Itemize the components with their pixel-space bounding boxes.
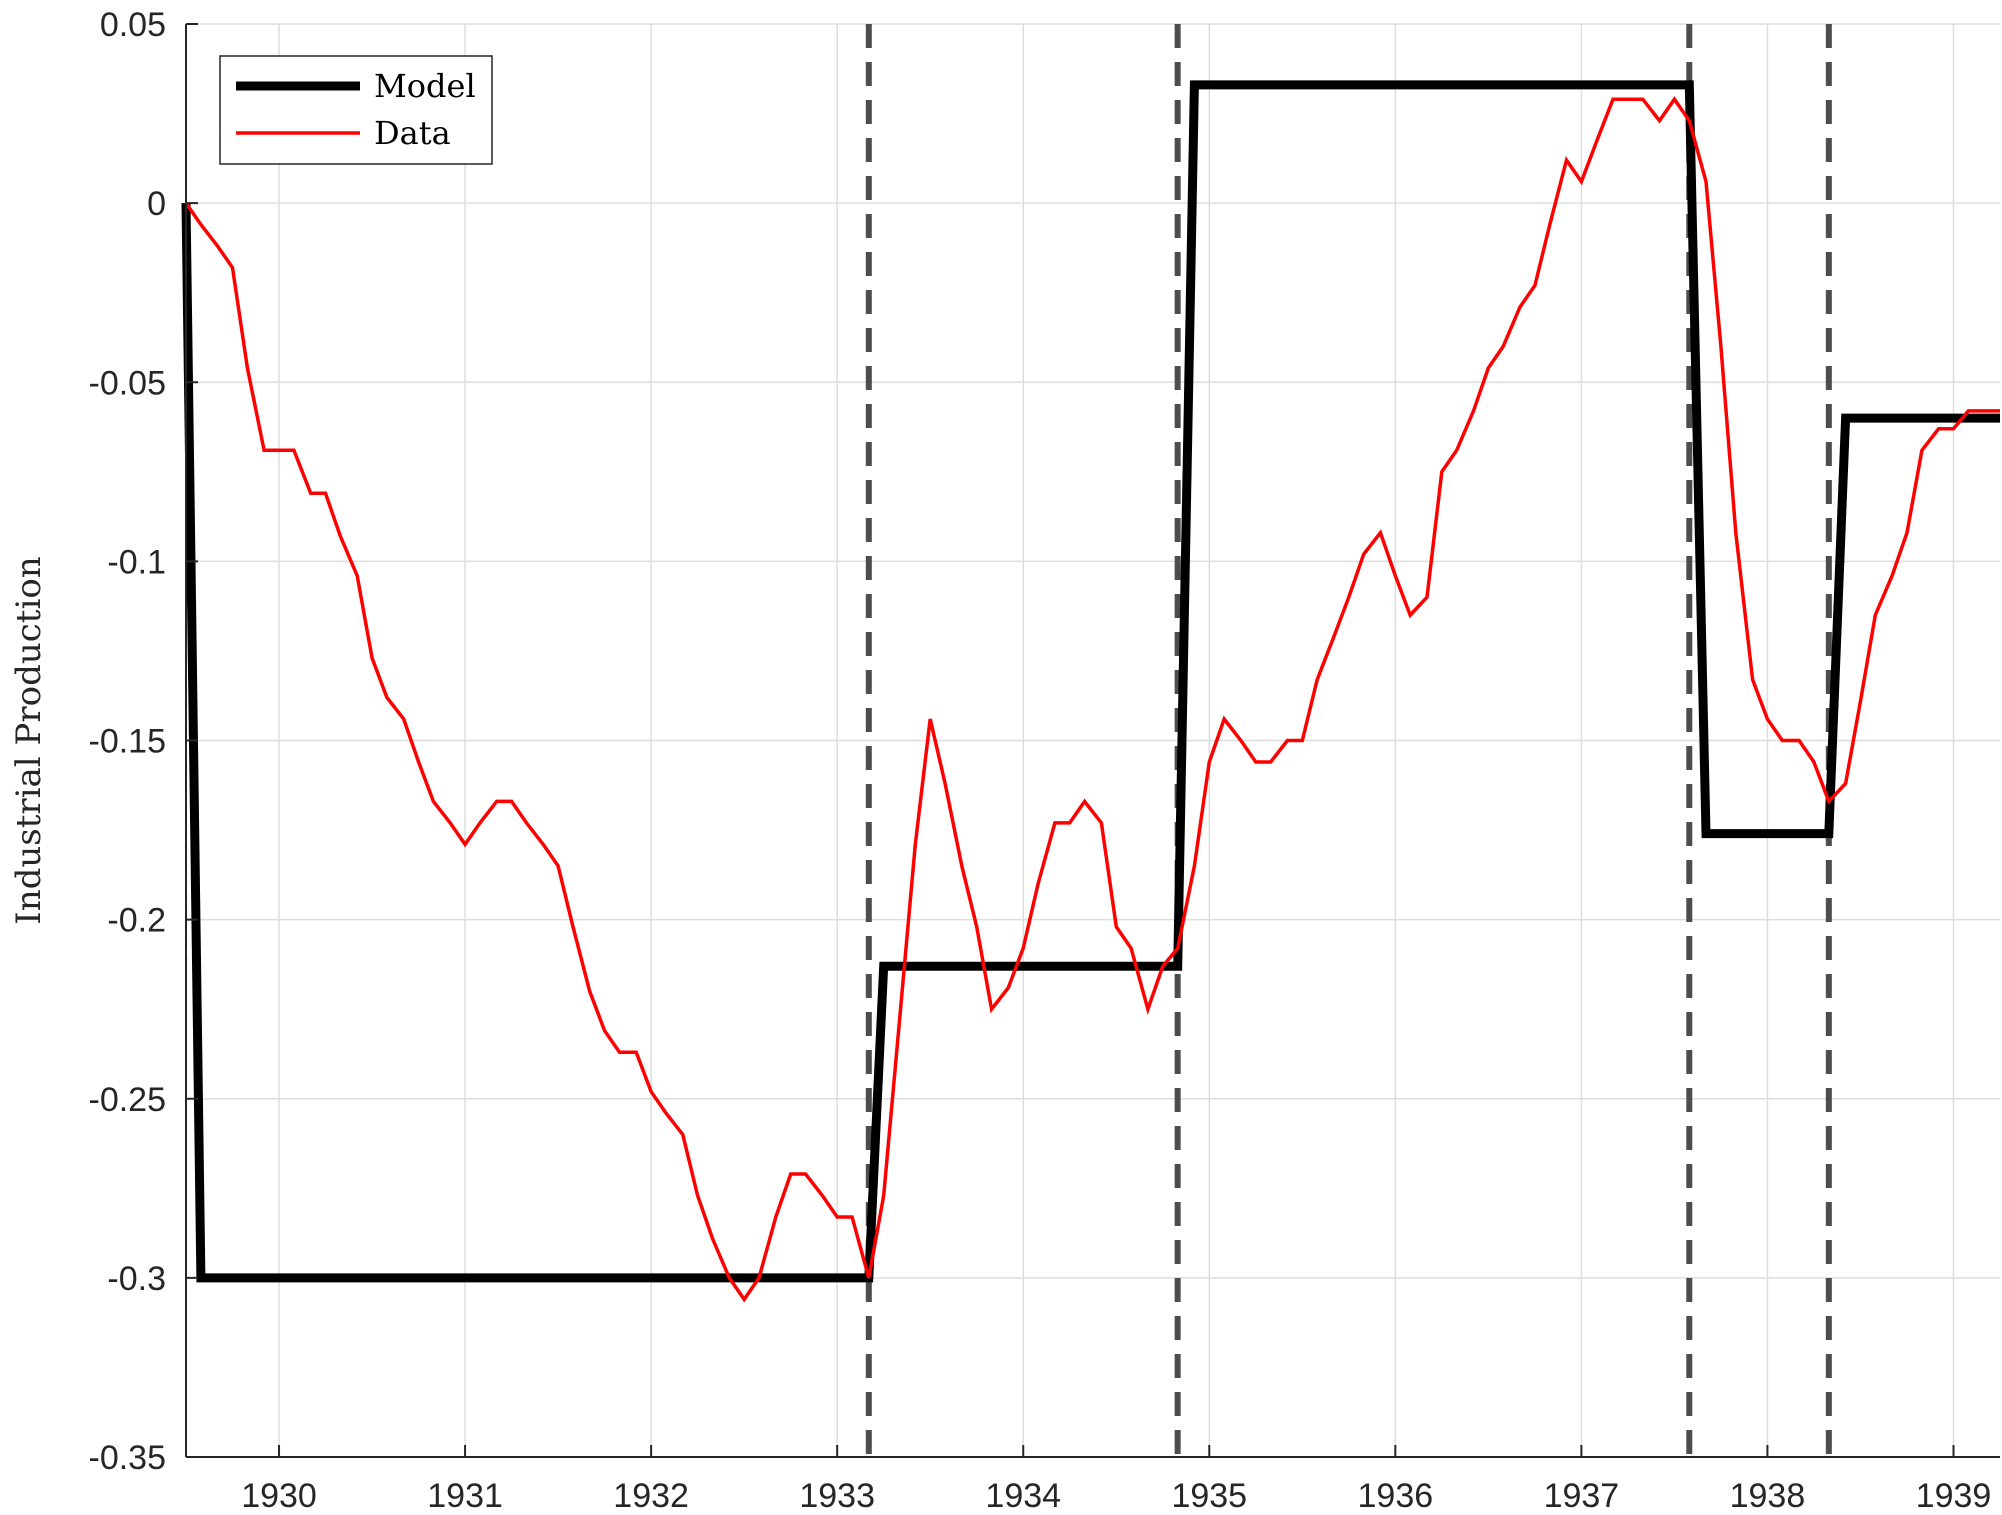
legend-label-model: Model <box>374 67 476 105</box>
x-tick-label-3: 1933 <box>799 1477 875 1515</box>
x-tick-label-9: 1939 <box>1916 1477 1992 1515</box>
tick-labels: 1930 1931 1932 1933 1934 1935 1936 1937 1938 1939… <box>89 6 1992 1515</box>
y-axis-title: Industrial Production <box>9 556 49 924</box>
y-tick-label-8: -0.35 <box>89 1439 167 1477</box>
y-tick-label-0: 0.05 <box>100 6 166 44</box>
legend-label-data: Data <box>374 114 451 152</box>
y-tick-label-3: -0.1 <box>107 543 166 581</box>
x-tick-label-1: 1931 <box>427 1477 503 1515</box>
series-line-model <box>181 80 2000 1283</box>
y-tick-label-7: -0.3 <box>107 1260 166 1298</box>
axes-layer <box>185 23 2000 1458</box>
y-tick-label-2: -0.05 <box>89 364 167 402</box>
series-line-data <box>184 96 2000 1303</box>
y-tick-label-5: -0.2 <box>107 902 166 940</box>
legend-box <box>219 55 493 165</box>
y-tick-label-4: -0.15 <box>89 723 167 761</box>
legend: Model Data <box>219 55 493 165</box>
series-layer <box>181 80 2000 1303</box>
x-tick-label-6: 1936 <box>1358 1477 1434 1515</box>
y-tick-label-6: -0.25 <box>89 1081 167 1119</box>
x-tick-label-7: 1937 <box>1544 1477 1620 1515</box>
x-tick-label-8: 1938 <box>1730 1477 1806 1515</box>
x-tick-label-2: 1932 <box>613 1477 689 1515</box>
grid-layer <box>186 23 2000 1458</box>
x-tick-label-4: 1934 <box>985 1477 1061 1515</box>
x-tick-label-5: 1935 <box>1171 1477 1247 1515</box>
y-tick-label-1: 0 <box>147 185 166 223</box>
x-tick-label-0: 1930 <box>241 1477 317 1515</box>
